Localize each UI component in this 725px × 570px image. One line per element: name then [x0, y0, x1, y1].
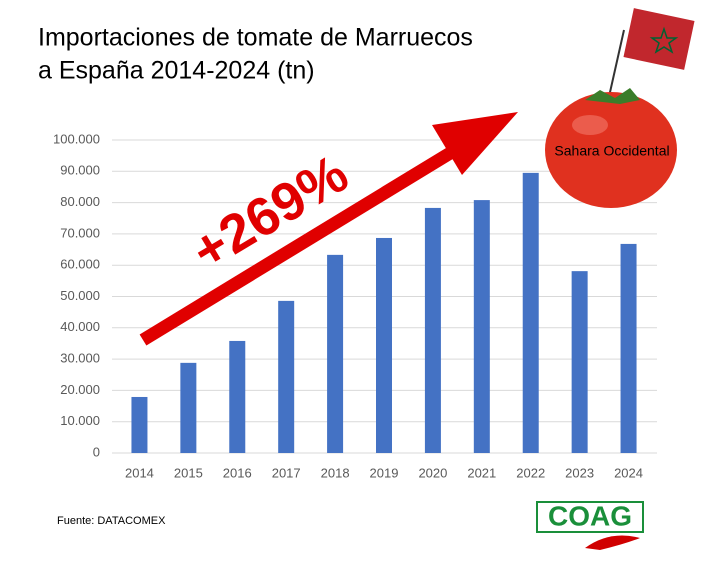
x-tick-label: 2018	[321, 465, 350, 480]
logo-text: COAG	[548, 500, 632, 531]
bar	[278, 300, 295, 453]
x-tick-label: 2019	[370, 465, 399, 480]
x-tick-label: 2017	[272, 465, 301, 480]
tomato-illustration	[545, 8, 695, 208]
bar	[473, 200, 490, 453]
x-tick-label: 2020	[418, 465, 447, 480]
y-tick-label: 0	[93, 444, 100, 459]
x-tick-label: 2015	[174, 465, 203, 480]
bar	[620, 243, 637, 453]
y-tick-label: 80.000	[60, 194, 100, 209]
logo-swoosh	[585, 535, 640, 550]
chart-title: a España 2014-2024 (tn)	[38, 57, 315, 85]
logo: COAG	[536, 500, 644, 550]
y-tick-label: 20.000	[60, 382, 100, 397]
x-tick-label: 2014	[125, 465, 154, 480]
bar	[571, 271, 588, 453]
y-tick-label: 10.000	[60, 413, 100, 428]
tomato-shine	[572, 115, 608, 135]
bar	[424, 207, 441, 453]
y-tick-label: 90.000	[60, 163, 100, 178]
x-tick-label: 2016	[223, 465, 252, 480]
flag-star	[649, 26, 679, 54]
trend-arrow	[139, 112, 518, 346]
y-tick-label: 40.000	[60, 319, 100, 334]
y-tick-label: 100.000	[53, 131, 100, 146]
flag	[623, 8, 695, 70]
arrow-shaft	[139, 135, 474, 346]
bar	[327, 254, 344, 453]
y-tick-label: 50.000	[60, 288, 100, 303]
bar	[522, 172, 539, 454]
bar	[376, 237, 392, 453]
x-tick-label: 2022	[516, 465, 545, 480]
y-tick-label: 70.000	[60, 225, 100, 240]
x-tick-label: 2023	[565, 465, 594, 480]
x-tick-label: 2024	[614, 465, 643, 480]
annotation: Sahara Occidental	[554, 143, 669, 159]
bar	[180, 362, 197, 453]
chart-title: Importaciones de tomate de Marruecos	[38, 24, 473, 52]
y-tick-label: 60.000	[60, 257, 100, 272]
tomato-stem	[585, 88, 640, 104]
arrow-head	[432, 112, 518, 175]
logo-box	[536, 501, 644, 533]
x-tick-label: 2021	[467, 465, 496, 480]
y-tick-label: 30.000	[60, 351, 100, 366]
bar	[131, 396, 148, 453]
bar	[229, 340, 246, 453]
source: Fuente: DATACOMEX	[57, 515, 166, 527]
